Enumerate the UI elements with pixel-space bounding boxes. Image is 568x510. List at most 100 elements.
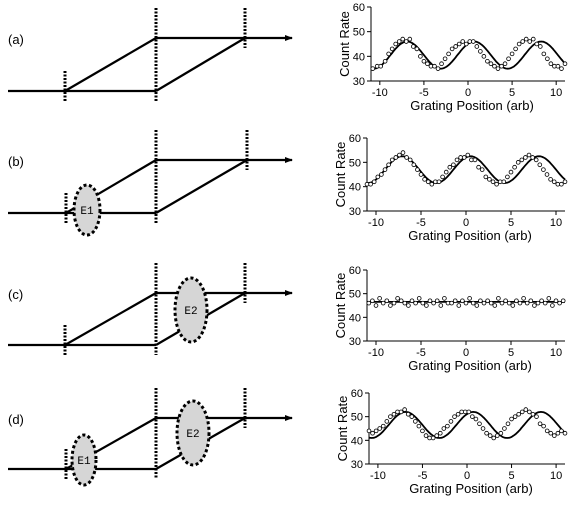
lower-diagonal-path [155,159,248,214]
data-point [424,303,429,308]
data-point [429,181,435,187]
data-point [436,179,442,185]
x-tick-label: -10 [372,87,388,99]
data-point [409,414,415,419]
data-point [532,303,537,308]
data-point [404,155,409,160]
data-point [431,300,436,306]
data-point [393,155,399,160]
element-ellipse [70,433,98,487]
data-point [483,174,489,180]
x-tick-label: -10 [370,470,386,482]
panel-b: (b) E1 30 40 50 60 -10 -5 0 5 10 Grating Position (… [8,130,568,243]
data-point [505,421,511,427]
data-point [402,300,408,306]
data-point [413,300,418,306]
data-point [470,414,475,419]
data-point [534,41,540,47]
data-point [434,433,440,438]
data-point [425,179,431,185]
data-point [407,36,413,42]
data-point [442,296,447,301]
panel-d: (d) E1 E2 30 40 50 60 -10 -5 0 5 10 Grating Position… [8,388,568,496]
data-point [378,63,384,69]
x-tick-label: 0 [465,87,471,99]
data-point [445,423,450,429]
x-axis-label: Grating Position (arb) [408,358,532,373]
data-point [491,435,497,441]
data-point [530,36,536,42]
y-axis-label: Count Rate [333,142,348,208]
data-point [388,303,393,308]
data-point [435,66,441,71]
data-point [463,41,469,47]
data-point [449,46,455,52]
data-point [499,63,504,69]
y-axis-label: Count Rate [337,11,352,77]
data-point [559,66,564,71]
data-point [530,411,536,417]
data-point [432,63,437,69]
data-point [503,298,508,304]
data-point [510,303,516,308]
data-point [498,430,504,436]
data-point [437,430,443,436]
data-point [416,296,422,301]
data-point [386,51,391,57]
data-point [398,409,404,415]
x-tick-label: 10 [550,217,562,229]
data-point [519,409,525,415]
data-point [382,167,388,172]
y-tick-label: 60 [349,265,361,277]
y-tick-label: 30 [353,76,365,88]
data-point [467,296,472,301]
data-point [516,411,521,417]
data-point [405,411,411,417]
data-point [375,174,381,180]
x-tick-label: 10 [550,87,562,99]
data-point [400,150,406,155]
data-point [422,177,427,182]
panel-label: (a) [8,32,24,47]
data-point [542,300,548,306]
data-point [403,39,409,44]
data-point [389,46,395,52]
data-point [460,39,466,44]
y-tick-label: 50 [349,157,361,169]
data-point [513,46,518,52]
y-axis-label: Count Rate [335,396,350,462]
x-tick-label: 5 [509,87,515,99]
data-point [527,39,533,44]
y-axis-label: Count Rate [333,273,348,339]
data-point [474,303,480,308]
data-point [555,63,561,69]
data-point [517,300,523,306]
upper-diagonal-path [64,292,157,346]
x-tick-label: 10 [550,470,562,482]
data-point [384,298,390,304]
data-point [535,300,541,306]
data-point [530,155,535,160]
data-point [479,167,485,172]
data-point [409,298,415,304]
data-point [508,169,514,175]
data-point [523,155,528,160]
data-point [496,296,501,301]
data-point [370,66,376,71]
data-point [397,152,402,158]
data-point [521,296,526,301]
data-point [454,157,460,163]
data-point [418,172,424,177]
data-point [492,63,497,69]
data-point [494,181,499,187]
data-point [379,172,384,177]
data-point [423,433,429,438]
data-point [370,430,375,436]
scatter-plot: 30 40 50 60 -10 -5 0 5 10 Grating Position (arb) C… [333,265,566,373]
data-point [544,172,550,177]
data-point [368,181,373,187]
data-point [560,298,566,304]
data-point [557,300,562,306]
data-point [488,61,494,67]
y-tick-label: 40 [349,182,361,194]
